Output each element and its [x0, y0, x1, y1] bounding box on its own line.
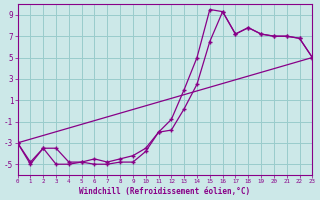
- X-axis label: Windchill (Refroidissement éolien,°C): Windchill (Refroidissement éolien,°C): [79, 187, 251, 196]
